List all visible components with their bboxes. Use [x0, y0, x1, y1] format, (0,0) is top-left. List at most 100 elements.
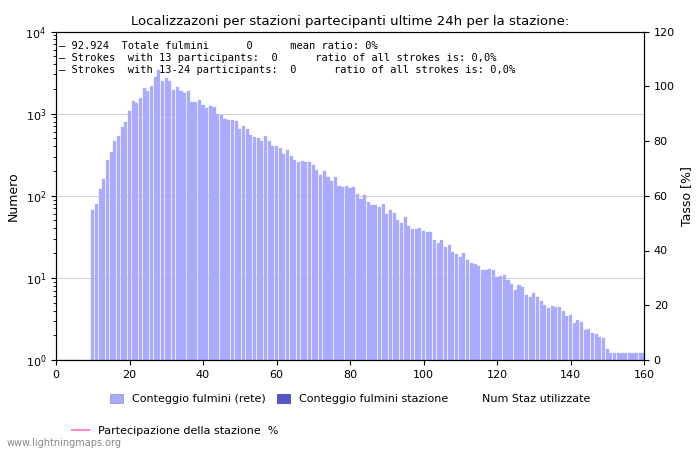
- Bar: [228, 120, 230, 450]
- Bar: [367, 202, 370, 450]
- Bar: [602, 338, 605, 450]
- Bar: [448, 245, 451, 450]
- Bar: [223, 119, 227, 450]
- Bar: [378, 207, 381, 450]
- Bar: [264, 136, 267, 450]
- Bar: [139, 98, 142, 450]
- Bar: [179, 91, 183, 450]
- Bar: [337, 186, 340, 450]
- Bar: [190, 102, 193, 450]
- Bar: [396, 220, 399, 450]
- Bar: [316, 170, 318, 450]
- Bar: [297, 162, 300, 450]
- Bar: [481, 270, 484, 450]
- Legend: Partecipazione della stazione  %: Partecipazione della stazione %: [68, 421, 282, 440]
- Bar: [341, 187, 344, 450]
- Bar: [404, 217, 407, 450]
- Bar: [510, 284, 513, 450]
- Bar: [569, 315, 572, 450]
- Bar: [117, 136, 120, 450]
- Bar: [499, 275, 502, 450]
- Bar: [146, 91, 149, 450]
- Bar: [58, 360, 61, 450]
- Bar: [606, 349, 609, 450]
- Bar: [643, 354, 645, 450]
- Bar: [275, 146, 278, 450]
- Bar: [120, 127, 124, 450]
- Bar: [385, 214, 389, 450]
- Bar: [158, 70, 160, 450]
- Bar: [429, 232, 433, 450]
- Bar: [558, 307, 561, 450]
- Bar: [88, 360, 90, 450]
- Bar: [433, 240, 436, 450]
- Bar: [517, 284, 521, 450]
- Bar: [135, 103, 139, 450]
- Bar: [95, 204, 98, 450]
- Bar: [220, 115, 223, 450]
- Bar: [584, 330, 587, 450]
- Bar: [492, 270, 495, 450]
- Bar: [169, 81, 172, 450]
- Bar: [125, 122, 127, 450]
- Bar: [393, 213, 395, 450]
- Bar: [279, 148, 281, 450]
- Bar: [323, 171, 326, 450]
- Bar: [617, 354, 620, 450]
- Bar: [282, 154, 286, 450]
- Bar: [231, 120, 234, 450]
- Bar: [198, 100, 201, 450]
- Bar: [540, 302, 542, 450]
- Bar: [257, 138, 260, 450]
- Bar: [326, 177, 330, 450]
- Bar: [349, 189, 351, 450]
- Bar: [106, 160, 109, 450]
- Bar: [458, 257, 462, 450]
- Bar: [352, 187, 355, 450]
- Bar: [246, 129, 248, 450]
- Bar: [69, 360, 72, 450]
- Bar: [610, 354, 612, 450]
- Bar: [591, 333, 594, 450]
- Bar: [635, 354, 638, 450]
- Bar: [514, 289, 517, 450]
- Bar: [452, 252, 454, 450]
- Bar: [580, 322, 583, 450]
- Bar: [595, 334, 598, 450]
- Bar: [437, 243, 440, 450]
- Bar: [455, 253, 458, 450]
- Bar: [613, 354, 616, 450]
- Bar: [528, 297, 531, 450]
- Bar: [301, 162, 304, 450]
- Bar: [161, 81, 164, 450]
- Bar: [209, 106, 212, 450]
- Bar: [639, 354, 642, 450]
- Bar: [187, 91, 190, 450]
- Bar: [440, 239, 443, 450]
- Bar: [154, 77, 157, 450]
- Bar: [319, 176, 322, 450]
- Bar: [488, 269, 491, 450]
- Bar: [290, 156, 293, 450]
- Bar: [62, 360, 65, 450]
- Bar: [536, 297, 539, 450]
- Bar: [587, 328, 590, 450]
- Bar: [374, 204, 377, 450]
- Bar: [426, 232, 428, 450]
- Bar: [260, 141, 263, 450]
- Bar: [477, 266, 480, 450]
- Bar: [293, 160, 296, 450]
- Bar: [414, 230, 418, 450]
- Bar: [561, 311, 565, 450]
- Bar: [238, 129, 242, 450]
- Bar: [110, 152, 113, 450]
- Bar: [304, 162, 307, 450]
- Bar: [422, 231, 425, 450]
- Bar: [496, 277, 498, 450]
- Title: Localizzazoni per stazioni partecipanti ultime 24h per la stazione:: Localizzazoni per stazioni partecipanti …: [131, 14, 569, 27]
- Bar: [382, 204, 384, 450]
- Bar: [624, 354, 627, 450]
- Bar: [620, 354, 624, 450]
- Bar: [216, 114, 219, 450]
- Y-axis label: Numero: Numero: [7, 171, 20, 220]
